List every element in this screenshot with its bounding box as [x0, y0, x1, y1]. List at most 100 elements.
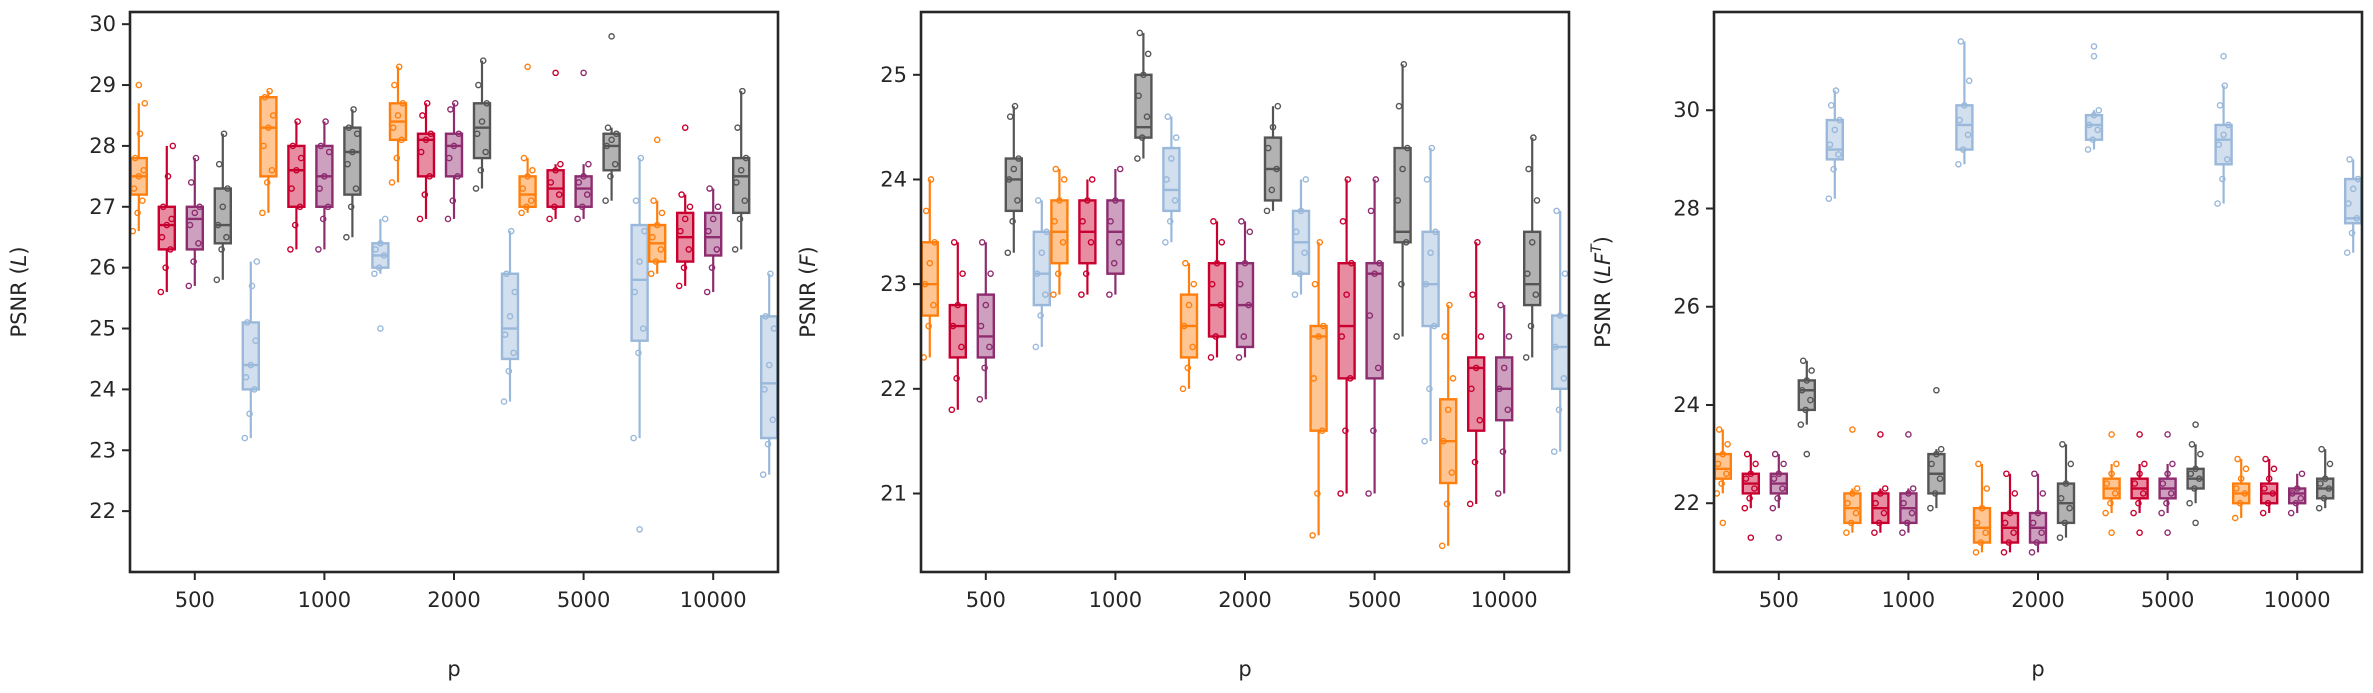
data-point — [427, 130, 435, 138]
data-point — [1780, 460, 1787, 468]
data-point — [2345, 200, 2352, 207]
data-point — [2241, 490, 2249, 497]
data-point — [1469, 291, 1476, 298]
data-point — [1189, 343, 1196, 351]
data-point — [1504, 406, 1512, 414]
box-body — [1032, 230, 1052, 307]
y-axis-label-end: ) — [7, 246, 31, 254]
box-5000-series-5 — [1421, 144, 1440, 445]
data-point — [1179, 385, 1187, 393]
box-body — [630, 223, 649, 342]
box-2000-series-2 — [2000, 470, 2020, 556]
data-point — [761, 386, 768, 393]
box-5000-series-1 — [1309, 238, 1328, 539]
data-point — [345, 124, 353, 131]
data-point — [1164, 113, 1172, 120]
data-point — [247, 361, 255, 369]
data-point — [296, 203, 304, 211]
x-tick-label: 5000 — [1348, 588, 1401, 612]
box-500-series-3 — [976, 238, 995, 403]
data-point — [141, 100, 149, 107]
data-point — [527, 197, 535, 204]
data-point — [649, 233, 656, 241]
data-point — [658, 209, 666, 217]
data-point — [265, 124, 272, 131]
data-point — [139, 197, 146, 204]
data-point — [2000, 549, 2008, 556]
axes-frame — [1712, 10, 2364, 574]
data-point — [2089, 136, 2097, 144]
data-point — [632, 197, 640, 204]
data-point — [2163, 499, 2170, 507]
box-body — [1134, 73, 1153, 139]
x-tick-label: 2000 — [427, 588, 480, 612]
box-2000-series-5 — [1291, 176, 1311, 298]
data-point — [1402, 238, 1410, 246]
data-point — [677, 227, 684, 235]
x-tick-label: 2000 — [2011, 588, 2064, 612]
data-point — [1398, 280, 1405, 288]
data-point — [2259, 509, 2267, 517]
data-point — [2219, 175, 2226, 183]
data-point — [739, 87, 746, 95]
data-point — [2102, 509, 2109, 517]
data-point — [733, 179, 740, 186]
data-point — [2031, 470, 2038, 478]
data-point — [1032, 343, 1040, 351]
data-point — [2233, 485, 2240, 492]
outlier-point — [1849, 426, 1856, 433]
data-point — [1052, 165, 1060, 173]
data-point — [1977, 539, 1985, 546]
data-point — [1449, 375, 1457, 382]
data-point — [500, 398, 508, 405]
outlier-point — [1747, 534, 1755, 541]
data-point — [1880, 509, 1888, 517]
outlier-point — [135, 81, 143, 89]
data-point — [191, 209, 199, 217]
data-point — [2131, 480, 2139, 487]
box-2000-series-1 — [1972, 460, 1992, 556]
y-tick-label: 26 — [1673, 295, 1700, 319]
data-point — [1034, 197, 1042, 204]
outlier-point — [2090, 43, 2098, 50]
data-point — [1936, 475, 1944, 482]
data-point — [762, 313, 769, 320]
data-point — [652, 258, 660, 265]
data-point — [603, 142, 611, 150]
data-point — [214, 221, 222, 229]
data-point — [1847, 519, 1855, 527]
data-point — [2003, 470, 2010, 478]
data-point — [709, 215, 717, 223]
data-point — [1830, 165, 1837, 173]
data-point — [1342, 427, 1349, 434]
data-point — [1184, 364, 1192, 372]
data-point — [1527, 322, 1535, 330]
data-point — [1500, 364, 1508, 372]
data-point — [2095, 106, 2103, 114]
data-point — [950, 238, 958, 246]
data-point — [1802, 406, 1809, 414]
outlier-point — [2108, 529, 2115, 537]
data-point — [555, 191, 563, 198]
data-point — [713, 246, 721, 253]
data-point — [1135, 92, 1142, 100]
box-10000-series-1 — [647, 136, 667, 278]
data-point — [1844, 499, 1851, 507]
data-point — [921, 280, 929, 288]
box-10000-series-3 — [703, 185, 723, 296]
data-point — [657, 246, 665, 253]
box-5000-series-2 — [2130, 431, 2149, 537]
data-point — [395, 63, 403, 71]
data-point — [958, 343, 965, 351]
data-point — [1715, 426, 1723, 433]
x-tick-label: 500 — [966, 588, 1006, 612]
x-tick-label: 2000 — [1218, 588, 1271, 612]
data-point — [426, 173, 433, 180]
y-axis-label-main: PSNR ( — [7, 266, 31, 337]
data-point — [1928, 460, 1935, 468]
data-point — [1005, 176, 1013, 183]
data-point — [1311, 280, 1319, 288]
y-tick-label: 24 — [880, 167, 907, 191]
data-point — [2261, 485, 2268, 492]
box-body — [1337, 262, 1356, 380]
